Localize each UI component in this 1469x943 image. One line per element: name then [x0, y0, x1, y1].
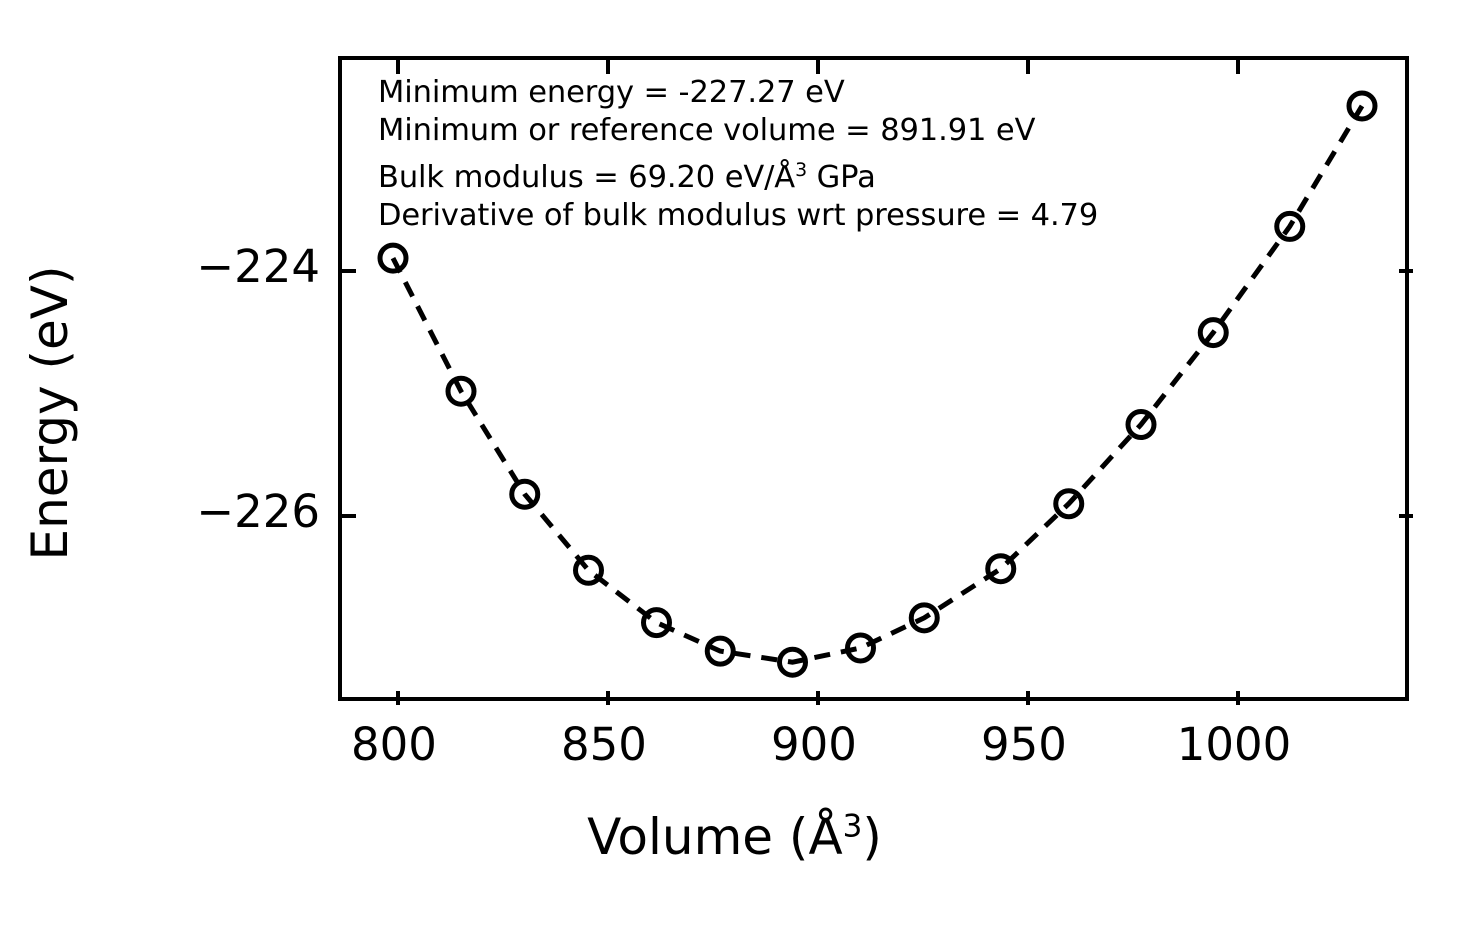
annotation-line-minimum-volume: Minimum or reference volume = 891.91 eV	[378, 113, 1036, 148]
annotation-line-bulk-modulus: Bulk modulus = 69.20 eV/Å3 GPa	[378, 159, 1378, 197]
y-axis-tick-labels: −224 −226	[0, 0, 320, 943]
x-axis-title-base: Volume (Å	[587, 808, 843, 866]
annotation-line-bulk-modulus-derivative: Derivative of bulk modulus wrt pressure …	[378, 198, 1099, 233]
y-tick-label-1: −226	[196, 485, 320, 538]
data-point-marker	[1053, 488, 1085, 520]
data-point-marker	[445, 375, 477, 407]
x-axis-title-close: )	[862, 808, 882, 866]
data-point-marker	[908, 602, 940, 634]
x-axis-ticks-top	[396, 60, 1240, 74]
data-point-marker	[1197, 317, 1229, 349]
data-point-marker	[1346, 90, 1378, 122]
data-point-marker	[1274, 210, 1306, 242]
x-tick-label-2: 900	[771, 718, 857, 771]
data-point-marker	[777, 646, 808, 678]
data-point-marker	[377, 242, 409, 274]
data-point-marker	[509, 478, 541, 510]
plot-area: Minimum energy = -227.27 eV Minimum or r…	[338, 56, 1413, 705]
x-axis-title-superscript: 3	[842, 808, 863, 845]
x-axis-ticks	[396, 691, 1240, 705]
annotation-line-minimum-energy: Minimum energy = -227.27 eV	[378, 75, 845, 110]
y-axis-ticks	[342, 269, 356, 518]
y-tick-label-0: −224	[196, 240, 320, 293]
data-series-markers	[377, 90, 1378, 678]
data-point-marker	[641, 607, 672, 639]
data-point-marker	[704, 635, 736, 667]
annotation-bulk-modulus-post: GPa	[807, 160, 876, 195]
fit-parameters-annotation: Minimum energy = -227.27 eV Minimum or r…	[378, 74, 1378, 235]
y-axis-ticks-right	[1399, 269, 1413, 518]
x-tick-label-1: 850	[561, 718, 647, 771]
data-point-marker	[1125, 409, 1157, 440]
x-tick-label-0: 800	[351, 718, 437, 771]
data-point-marker	[845, 632, 876, 664]
data-point-marker	[985, 553, 1017, 585]
annotation-bulk-modulus-pre: Bulk modulus = 69.20 eV/Å	[378, 160, 796, 195]
data-point-marker	[573, 554, 604, 586]
plot-canvas	[342, 60, 1413, 705]
annotation-bulk-modulus-superscript: 3	[795, 158, 808, 181]
x-tick-label-3: 950	[981, 718, 1067, 771]
x-tick-label-4: 1000	[1176, 718, 1292, 771]
x-axis-title: Volume (Å3)	[0, 808, 1469, 866]
data-series-line	[390, 104, 1365, 665]
